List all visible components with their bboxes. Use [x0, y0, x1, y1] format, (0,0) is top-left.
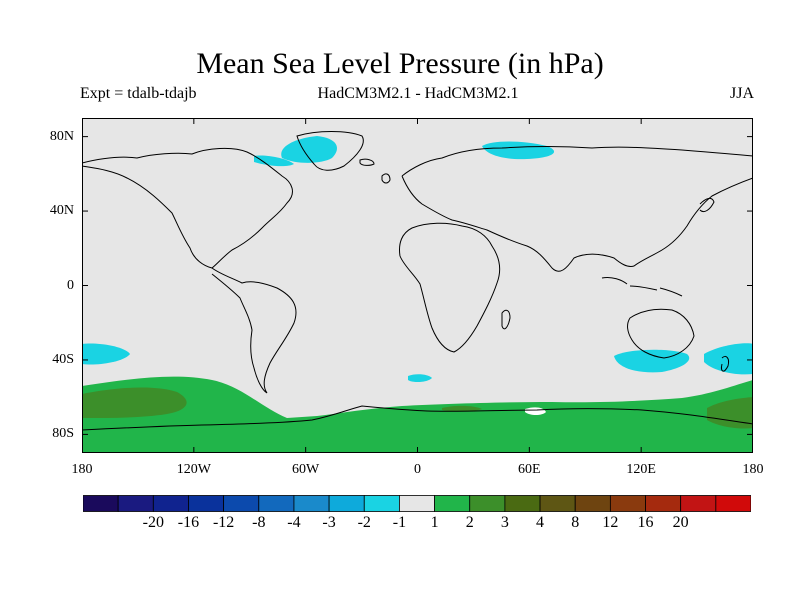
- colorbar-swatch: [117, 495, 154, 512]
- map-title: Mean Sea Level Pressure (in hPa): [196, 47, 604, 80]
- map-plot: [82, 118, 753, 453]
- coastline-australia: [627, 308, 695, 359]
- colorbar-swatch: [609, 495, 646, 512]
- colorbar-swatch: [434, 495, 471, 512]
- latitude-tick-label: 0: [67, 277, 74, 293]
- model-label: HadCM3M2.1 - HadCM3M2.1: [317, 85, 519, 102]
- colorbar-swatch: [293, 495, 330, 512]
- latitude-tick-label: 40S: [52, 351, 74, 367]
- coastline-greenland: [296, 131, 364, 171]
- coastline-north-america: [82, 147, 293, 269]
- colorbar-tick-label: 12: [602, 514, 619, 531]
- longitude-tick-label: 180: [742, 462, 764, 477]
- neutral-patch: [525, 407, 546, 415]
- colorbar-tick-label: -8: [252, 514, 266, 531]
- colorbar-swatch: [152, 495, 189, 512]
- coastlines: [82, 131, 753, 431]
- colorbar-tick-label: 8: [571, 514, 580, 531]
- strong-positive-anomaly-region: [707, 397, 753, 429]
- negative-anomaly-region: [281, 136, 337, 163]
- colorbar-tick-label: -20: [142, 514, 164, 531]
- colorbar-swatch: [645, 495, 682, 512]
- colorbar-tick-label: -16: [177, 514, 200, 531]
- strong-positive-anomaly-region: [442, 405, 482, 412]
- map-panel: [82, 118, 753, 453]
- colorbar-swatch: [680, 495, 717, 512]
- negative-anomaly-region: [408, 374, 432, 383]
- longitude-tick-label: 60E: [518, 462, 541, 477]
- latitude-tick-label: 40N: [49, 203, 74, 219]
- coastline-new-zealand: [721, 355, 729, 372]
- colorbar-tick-label: 4: [536, 514, 545, 531]
- colorbar-tick-label: -3: [322, 514, 336, 531]
- colorbar-tick-label: 3: [500, 514, 509, 531]
- colorbar-tick-label: -2: [357, 514, 371, 531]
- longitude-tick-label: 0: [414, 462, 421, 477]
- colorbar-swatch: [223, 495, 260, 512]
- axis-tickmarks: [82, 118, 753, 453]
- latitude-tick-label: 80N: [49, 128, 74, 144]
- season-label: JJA: [729, 85, 754, 102]
- coastline-maritime-continent: [601, 277, 683, 297]
- colorbar-swatch: [363, 495, 400, 512]
- colorbar-swatch: [399, 495, 435, 512]
- latitude-tick-label: 80S: [52, 426, 74, 442]
- coastline-japan: [699, 197, 715, 213]
- colorbar-tick-label: -4: [287, 514, 301, 531]
- coastline-africa: [399, 222, 501, 353]
- colorbar: [83, 495, 751, 513]
- colorbar-tick-label: -12: [212, 514, 235, 531]
- negative-anomaly-region: [614, 349, 690, 373]
- colorbar-swatch: [715, 495, 751, 512]
- colorbar-swatch: [83, 495, 119, 512]
- colorbar-tick-label: 20: [672, 514, 689, 531]
- colorbar-swatch: [504, 495, 541, 512]
- colorbar-swatch: [258, 495, 295, 512]
- colorbar-swatch: [188, 495, 225, 512]
- colorbar-swatch: [574, 495, 611, 512]
- colorbar-swatch: [328, 495, 365, 512]
- coastline-madagascar: [501, 309, 511, 330]
- negative-anomaly-region: [82, 343, 130, 365]
- strong-positive-anomaly-region: [82, 387, 187, 418]
- coastline-antarctica: [82, 405, 753, 431]
- coastline-eurasia: [401, 146, 753, 272]
- colorbar-swatch: [469, 495, 506, 512]
- colorbar-tick-label: 16: [637, 514, 654, 531]
- longitude-tick-label: 120W: [176, 462, 211, 477]
- coastline-british-isles: [381, 173, 391, 184]
- negative-anomaly-region: [482, 141, 555, 160]
- positive-anomaly-band: [82, 376, 753, 453]
- longitude-tick-label: 180: [71, 462, 93, 477]
- coastline-south-america: [211, 267, 297, 394]
- experiment-label: Expt = tdalb-tdajb: [80, 85, 197, 102]
- colorbar-tick-label: -1: [392, 514, 407, 531]
- colorbar-tick-label: 1: [430, 514, 439, 531]
- colorbar-tick-label: 2: [465, 514, 474, 531]
- longitude-tick-label: 60W: [292, 462, 320, 477]
- colorbar-swatch: [539, 495, 576, 512]
- coastline-iceland: [359, 158, 375, 166]
- longitude-tick-label: 120E: [626, 462, 656, 477]
- negative-anomaly-region: [254, 155, 294, 167]
- colorbar-swatches: [83, 495, 751, 512]
